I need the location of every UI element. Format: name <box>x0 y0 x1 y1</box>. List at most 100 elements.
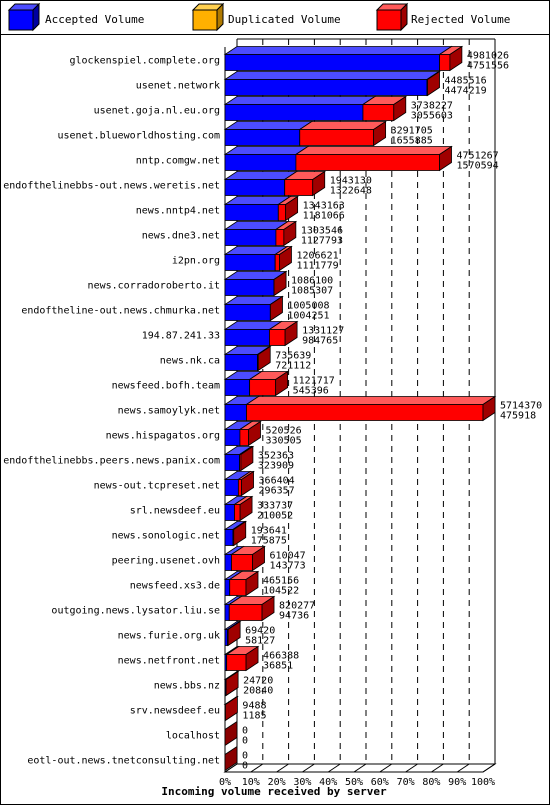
bar-rejected <box>273 245 293 272</box>
legend-item-rejected: Rejected Volume <box>375 2 510 32</box>
bar-row <box>223 95 408 122</box>
y-label: usenet.network <box>136 81 220 92</box>
y-label: usenet.blueworldhosting.com <box>57 131 220 142</box>
legend-label-duplicated: Duplicated Volume <box>228 13 341 26</box>
bar-row <box>223 670 240 697</box>
value-label-total: 466388 <box>263 651 299 662</box>
value-label-accepted: 3055603 <box>411 111 453 122</box>
x-tick <box>327 763 341 773</box>
value-label-total: 352363 <box>258 451 294 462</box>
bar-row <box>223 495 254 522</box>
legend-swatch-accepted <box>8 9 34 31</box>
value-label-accepted: 0 <box>242 761 248 772</box>
value-label-accepted: 4474219 <box>445 86 487 97</box>
y-label: newsfeed.bofh.team <box>112 381 220 392</box>
value-label-accepted: 1181066 <box>303 211 345 222</box>
value-label-accepted: 1085307 <box>291 286 333 297</box>
bar-rejected <box>294 145 453 172</box>
bar-row <box>223 570 260 597</box>
bar-row <box>223 120 387 147</box>
value-label-total: 4751267 <box>457 151 499 162</box>
value-label-accepted: 175875 <box>251 536 287 547</box>
value-label-total: 1331127 <box>302 326 344 337</box>
x-tick <box>224 763 238 773</box>
y-label: outgoing.news.lysator.liu.se <box>51 606 220 617</box>
x-tick-label: 50% <box>345 777 363 788</box>
y-label: news.nk.ca <box>160 356 220 367</box>
value-label-total: 1303546 <box>301 226 343 237</box>
value-label-total: 4981026 <box>467 51 509 62</box>
bar-rejected <box>237 470 255 497</box>
value-label-accepted: 330505 <box>266 436 302 447</box>
bar-rejected <box>269 295 284 322</box>
bar-row <box>224 720 238 747</box>
bar-accepted <box>223 245 289 272</box>
bar-rejected <box>272 270 288 297</box>
bar-row <box>223 645 260 672</box>
x-tick-label: 0% <box>219 777 231 788</box>
legend: Accepted Volume Duplicated Volume Reject… <box>7 2 510 32</box>
bar-rejected <box>226 620 242 647</box>
legend-label-accepted: Accepted Volume <box>45 13 144 26</box>
x-tick-label: 80% <box>422 777 440 788</box>
value-label-total: 0 <box>242 751 248 762</box>
bar-rejected <box>231 520 248 547</box>
x-tick-label: 40% <box>319 777 337 788</box>
bar-rejected <box>298 120 387 147</box>
value-label-accepted: 1570594 <box>457 161 499 172</box>
value-label-total: 5714370 <box>500 401 542 412</box>
value-label-total: 0 <box>242 726 248 737</box>
bar-row <box>223 520 248 547</box>
y-label: eotl-out.news.tnetconsulting.net <box>27 756 220 767</box>
x-tick-label: 30% <box>293 777 311 788</box>
bar-row <box>223 70 441 97</box>
value-label-accepted: 143773 <box>270 561 306 572</box>
y-label: endofthelinebbs.peers.news.panix.com <box>3 456 220 467</box>
value-label-accepted: 721112 <box>275 361 311 372</box>
bar-rejected <box>223 695 239 722</box>
bar-rejected <box>228 570 260 597</box>
value-label-total: 1343163 <box>303 201 345 212</box>
value-label-accepted: 58127 <box>245 636 275 647</box>
bar-row <box>223 195 299 222</box>
y-label: usenet.goja.nl.eu.org <box>94 106 220 117</box>
y-label: news.samoylyk.net <box>118 406 220 417</box>
bar-accepted <box>223 70 441 97</box>
value-label-accepted: 0 <box>242 736 248 747</box>
bar-row <box>223 545 266 572</box>
bar-row <box>223 170 327 197</box>
legend-swatch-rejected <box>376 9 402 31</box>
value-label-total: 1943130 <box>330 176 372 187</box>
value-label-total: 465156 <box>263 576 299 587</box>
x-tick <box>405 763 418 773</box>
value-label-total: 735639 <box>275 351 311 362</box>
bar-row <box>223 595 276 622</box>
bar-empty <box>224 745 238 772</box>
value-label-accepted: 984765 <box>302 336 338 347</box>
x-tick-label: 20% <box>268 777 286 788</box>
bar-row <box>223 695 239 722</box>
value-label-accepted: 36851 <box>263 661 293 672</box>
x-tick <box>276 763 289 773</box>
legend-swatch-duplicated <box>192 9 218 31</box>
bar-row <box>223 470 255 497</box>
x-tick <box>353 763 367 773</box>
value-label-total: 193641 <box>251 526 287 537</box>
y-label: news.hispagatos.org <box>106 431 220 442</box>
x-tick <box>250 763 264 773</box>
x-tick <box>431 763 444 773</box>
bar-rejected <box>248 370 289 397</box>
value-label-accepted: 94736 <box>279 611 309 622</box>
x-axis: 0% 10% 20% 30% 40% 50% 60% 70% 80% 90% 100% <box>219 763 496 788</box>
value-label-total: 820277 <box>279 601 315 612</box>
y-label: 194.87.241.33 <box>142 331 220 342</box>
value-label-total: 69420 <box>245 626 275 637</box>
y-label: nntp.comgw.net <box>136 156 220 167</box>
x-tick <box>456 763 470 773</box>
bar-accepted <box>223 45 453 72</box>
value-label-total: 9488 <box>242 701 266 712</box>
value-label-total: 366404 <box>259 476 295 487</box>
y-label: news-out.tcpreset.net <box>94 481 220 492</box>
